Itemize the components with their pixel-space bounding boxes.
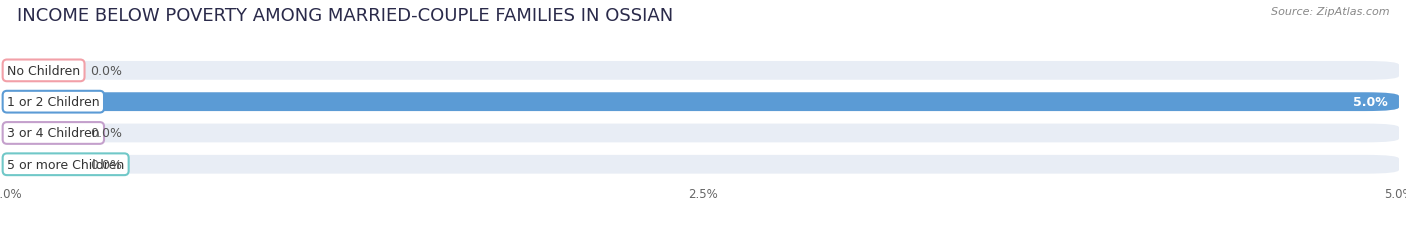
Text: 0.0%: 0.0% xyxy=(90,65,122,78)
Text: Source: ZipAtlas.com: Source: ZipAtlas.com xyxy=(1271,7,1389,17)
Text: INCOME BELOW POVERTY AMONG MARRIED-COUPLE FAMILIES IN OSSIAN: INCOME BELOW POVERTY AMONG MARRIED-COUPL… xyxy=(17,7,673,25)
FancyBboxPatch shape xyxy=(7,93,1399,112)
FancyBboxPatch shape xyxy=(7,155,1399,174)
FancyBboxPatch shape xyxy=(7,155,69,174)
Text: 0.0%: 0.0% xyxy=(90,158,122,171)
Text: 5.0%: 5.0% xyxy=(1353,96,1388,109)
Text: 3 or 4 Children: 3 or 4 Children xyxy=(7,127,100,140)
FancyBboxPatch shape xyxy=(7,62,69,80)
Text: 1 or 2 Children: 1 or 2 Children xyxy=(7,96,100,109)
Text: 0.0%: 0.0% xyxy=(90,127,122,140)
Text: No Children: No Children xyxy=(7,65,80,78)
FancyBboxPatch shape xyxy=(7,93,1399,112)
FancyBboxPatch shape xyxy=(7,124,1399,143)
Text: 5 or more Children: 5 or more Children xyxy=(7,158,124,171)
FancyBboxPatch shape xyxy=(7,62,1399,80)
FancyBboxPatch shape xyxy=(7,124,69,143)
